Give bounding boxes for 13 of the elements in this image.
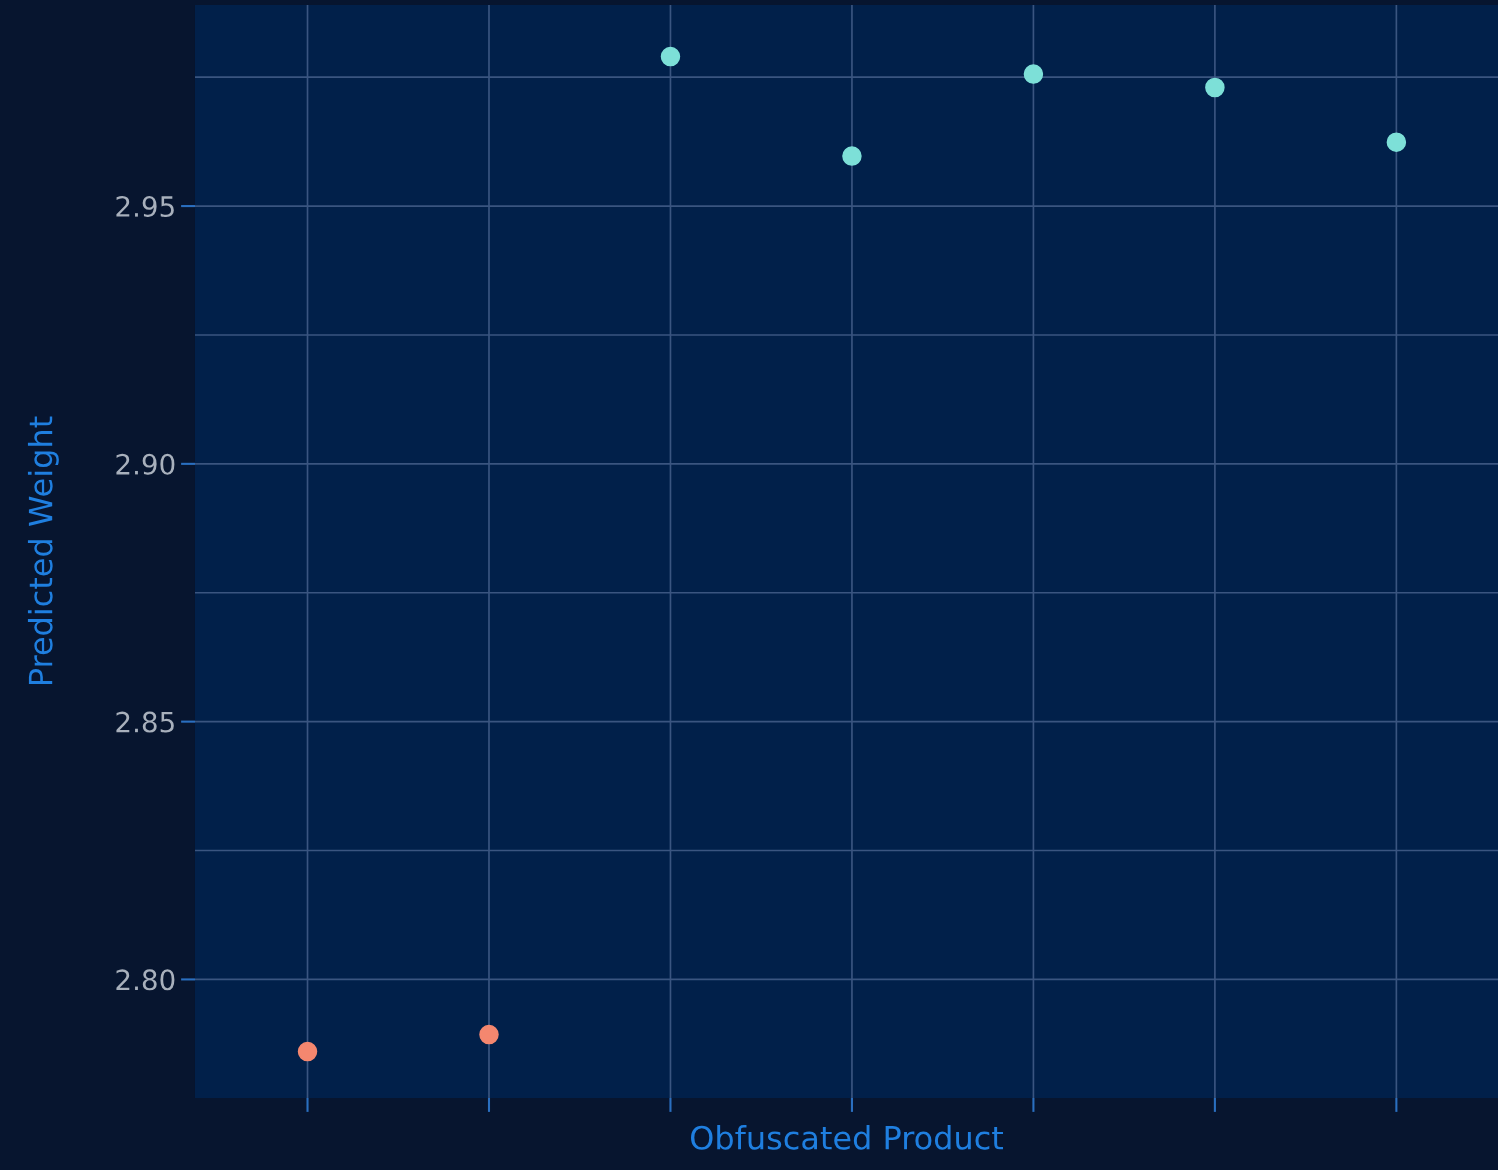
y-tick-label: 2.80 xyxy=(116,969,175,991)
point xyxy=(1386,132,1407,152)
y-tick-label: 2.95 xyxy=(116,196,174,218)
point xyxy=(660,46,681,67)
point xyxy=(842,146,862,166)
point xyxy=(479,1024,499,1045)
point xyxy=(1023,64,1044,84)
y-tick-label: 2.85 xyxy=(116,711,174,733)
x-axis-title: Obfuscated Product xyxy=(691,1125,1004,1150)
y-axis-title: Predicted Weight xyxy=(27,416,59,685)
point xyxy=(1205,77,1225,98)
point xyxy=(297,1041,318,1062)
y-tick-label: 2.90 xyxy=(116,453,175,475)
